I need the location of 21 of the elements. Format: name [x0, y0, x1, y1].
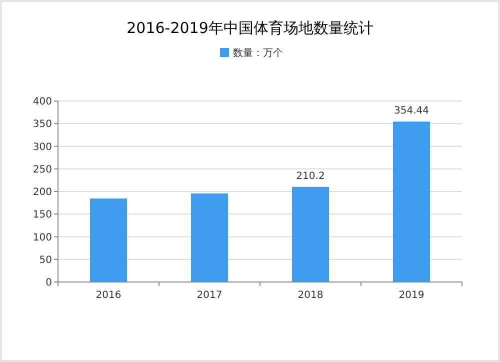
x-tick-label: 2019	[398, 290, 424, 301]
data-label: 354.44	[394, 106, 429, 117]
x-tick-label: 2017	[196, 290, 222, 301]
data-label: 210.2	[296, 170, 325, 182]
y-tick-label: 100	[32, 232, 52, 244]
y-tick-label: 400	[32, 96, 52, 108]
x-tick-label: 2016	[96, 290, 122, 301]
bar	[292, 186, 329, 282]
y-tick-label: 350	[32, 119, 52, 130]
y-tick-label: 250	[32, 164, 52, 176]
y-tick-label: 150	[32, 210, 52, 221]
y-tick-label: 200	[32, 187, 52, 198]
y-tick-label: 50	[39, 254, 52, 266]
chart-title: 2016-2019年中国体育场地数量统计	[126, 19, 374, 37]
x-tick-label: 2018	[298, 290, 324, 301]
bar	[90, 198, 127, 282]
y-tick-label: 300	[32, 142, 52, 153]
bar	[393, 122, 430, 282]
bar	[191, 193, 228, 282]
y-tick-label: 0	[46, 278, 52, 288]
legend-label: 数量：万个	[233, 47, 283, 59]
